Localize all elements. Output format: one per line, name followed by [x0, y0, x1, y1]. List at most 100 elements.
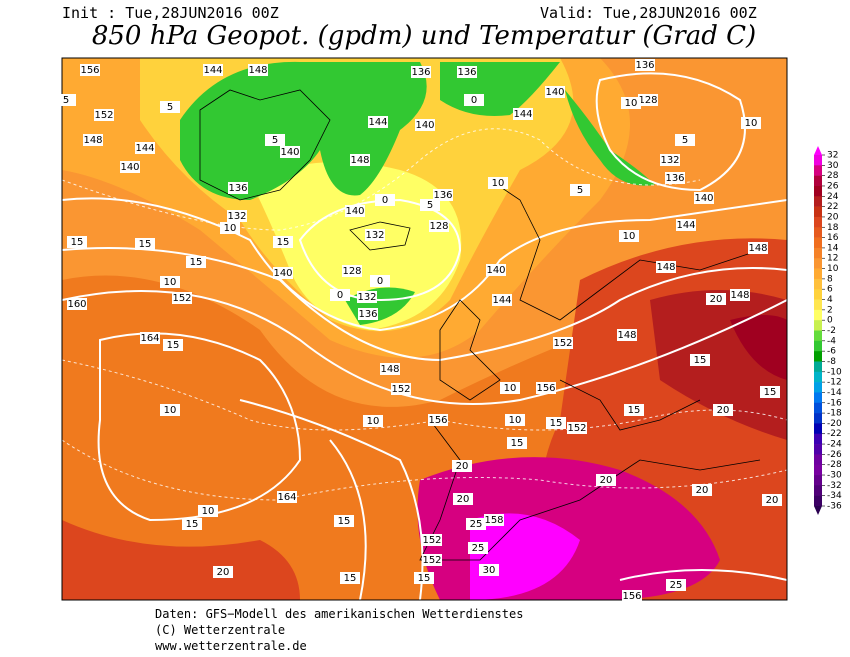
colorbar-band [814, 227, 822, 238]
contour-label-box [422, 534, 442, 546]
contour-label-box [420, 199, 440, 211]
contour-label: 15 [344, 573, 357, 584]
contour-label: 10 [509, 415, 522, 426]
colorbar-band [814, 423, 822, 435]
contour-label: 5 [577, 185, 583, 196]
contour-label-box [80, 64, 100, 76]
contour-label: 25 [470, 519, 483, 530]
colorbar-band [814, 495, 822, 507]
colorbar-band [814, 485, 822, 496]
contour-label: 164 [140, 333, 159, 344]
contour-label-box [67, 298, 87, 310]
contour-label: 10 [224, 223, 237, 234]
colorbar-band [814, 361, 822, 373]
colorbar-label: -28 [827, 460, 842, 470]
contour-label: 144 [135, 143, 154, 154]
colorbar-label: 10 [827, 264, 839, 274]
contour-label: 5 [682, 135, 688, 146]
contour-label-box [422, 554, 442, 566]
contour-label-box [163, 339, 183, 351]
contour-label-box [160, 404, 180, 416]
colorbar-band [814, 258, 822, 269]
contour-label-box [666, 579, 686, 591]
contour-label-box [492, 294, 512, 306]
contour-label-box [330, 289, 350, 301]
contour-label-box [340, 572, 360, 584]
contour-label: 144 [492, 295, 511, 306]
contour-label-box [273, 267, 293, 279]
contour-label: 156 [80, 65, 99, 76]
contour-label-box [624, 404, 644, 416]
colorbar-band [814, 196, 822, 207]
contour-label: 144 [203, 65, 222, 76]
contour-label-box [280, 146, 300, 158]
contour-label: 20 [766, 495, 779, 506]
contour-label-box [365, 229, 385, 241]
colorbar-label: 32 [827, 151, 838, 161]
contour-label-box [94, 109, 114, 121]
colorbar-label: -32 [827, 481, 842, 491]
colorbar-band [814, 402, 822, 414]
contour-label-box [429, 220, 449, 232]
contour-label-box [713, 404, 733, 416]
contour-label-box [160, 276, 180, 288]
contour-label-box [358, 308, 378, 320]
contour-label-box [433, 189, 453, 201]
contour-label: 136 [635, 60, 654, 71]
contour-label: 10 [625, 98, 638, 109]
colorbar-band [814, 206, 822, 218]
colorbar-label: 18 [827, 223, 839, 233]
colorbar-band [814, 155, 822, 166]
colorbar-band [814, 299, 822, 311]
contour-label: 10 [164, 405, 177, 416]
contour-label: 5 [272, 135, 278, 146]
contour-label-box [690, 354, 710, 366]
contour-label-box [120, 161, 140, 173]
contour-label: 10 [492, 178, 505, 189]
contour-label: 15 [550, 418, 563, 429]
colorbar-label: 20 [827, 212, 839, 222]
contour-label-box [507, 437, 527, 449]
contour-label: 15 [71, 237, 84, 248]
contour-label-box [488, 177, 508, 189]
contour-label-box [370, 275, 390, 287]
contour-label: 140 [345, 206, 364, 217]
contour-label-box [220, 222, 240, 234]
contour-label: 25 [670, 580, 683, 591]
contour-label: 148 [617, 330, 636, 341]
contour-label: 10 [367, 416, 380, 427]
contour-label: 20 [600, 475, 613, 486]
contour-label: 0 [471, 95, 477, 106]
colorbar-label: -36 [827, 502, 842, 512]
colorbar-band [814, 185, 822, 197]
contour-label: 15 [628, 405, 641, 416]
colorbar-label: -26 [827, 450, 842, 460]
contour-label: 15 [167, 340, 180, 351]
contour-label-box [619, 230, 639, 242]
contour-label-box [466, 518, 486, 530]
colorbar-band [814, 382, 822, 393]
contour-label: 20 [456, 461, 469, 472]
contour-label-box [638, 94, 658, 106]
colorbar-label: -10 [827, 367, 842, 377]
contour-label: 152 [553, 338, 572, 349]
colorbar-label: -30 [827, 471, 842, 481]
contour-label: 148 [248, 65, 267, 76]
contour-label: 152 [422, 555, 441, 566]
colorbar-bottom [814, 506, 822, 515]
contour-label-box [675, 134, 695, 146]
contour-label: 144 [513, 109, 532, 120]
contour-label-box [375, 194, 395, 206]
contour-label: 15 [418, 573, 431, 584]
contour-label: 20 [457, 494, 470, 505]
colorbar-band [814, 392, 822, 404]
colorbar-label: 22 [827, 202, 838, 212]
contour-label-box [479, 564, 499, 576]
contour-label-box [273, 236, 293, 248]
colorbar-band [814, 320, 822, 331]
contour-label-box [546, 417, 566, 429]
contour-label-box [277, 491, 297, 503]
contour-label: 10 [745, 118, 758, 129]
colorbar-label: 30 [827, 161, 839, 171]
contour-label: 136 [433, 190, 452, 201]
